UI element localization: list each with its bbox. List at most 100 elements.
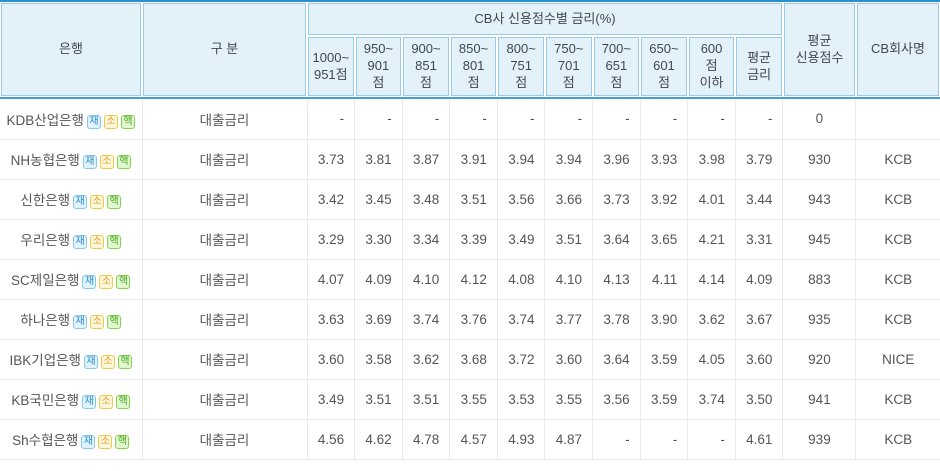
consumer-info-badge[interactable]: 소 — [90, 235, 105, 249]
key-product-badge[interactable]: 핵 — [107, 315, 122, 329]
rate-cell-3: - — [449, 99, 498, 140]
avg-credit-score-cell: 945 — [782, 218, 857, 260]
rate-cell-0: 4.07 — [306, 258, 356, 300]
category-cell: 대출금리 — [141, 218, 308, 260]
key-product-badge[interactable]: 핵 — [116, 395, 131, 409]
finance-info-badge[interactable]: 재 — [81, 435, 96, 449]
rate-cell-6: 3.56 — [592, 378, 641, 420]
rate-cell-7: 3.90 — [639, 298, 689, 340]
rate-cell-8: 3.98 — [687, 138, 736, 180]
bank-name: 우리은행 — [20, 233, 71, 248]
cb-company-cell: KCB — [855, 138, 940, 180]
consumer-info-badge[interactable]: 소 — [99, 395, 114, 409]
rate-cell-6: 3.73 — [592, 178, 641, 220]
bank-name-cell: KDB산업은행 재 소 핵 — [0, 99, 143, 140]
rate-cell-4: 3.74 — [496, 298, 546, 340]
header-separator — [0, 97, 940, 99]
finance-info-badge[interactable]: 재 — [82, 155, 97, 169]
rate-cell-6: 3.96 — [592, 138, 641, 180]
rate-cell-avg: - — [734, 99, 784, 140]
rate-cell-8: - — [687, 418, 736, 460]
bank-name: NH농협은행 — [10, 153, 80, 168]
avg-credit-score-cell: 935 — [782, 298, 857, 340]
bank-name-cell: KB국민은행 재 소 핵 — [0, 378, 143, 420]
cb-company-cell: KCB — [855, 258, 940, 300]
cb-company-cell: KCB — [855, 178, 940, 220]
rate-cell-3: 3.55 — [449, 378, 498, 420]
header-score-band-4: 800~ 751 점 — [497, 36, 545, 97]
category-cell: 대출금리 — [141, 258, 308, 300]
rate-cell-7: 3.65 — [639, 218, 689, 260]
rate-cell-0: 3.73 — [306, 138, 356, 180]
avg-credit-score-cell: 943 — [782, 178, 857, 220]
rate-cell-8: 4.01 — [687, 178, 736, 220]
rate-cell-4: 3.53 — [496, 378, 546, 420]
rate-cell-8: 4.21 — [687, 218, 736, 260]
key-product-badge[interactable]: 핵 — [120, 114, 135, 129]
category-cell: 대출금리 — [141, 338, 308, 380]
table-row: IBK기업은행 재 소 핵 대출금리 3.60 3.58 3.62 3.68 3.72… — [0, 338, 940, 380]
finance-info-badge[interactable]: 재 — [73, 315, 88, 329]
rate-cell-0: 4.56 — [306, 418, 356, 460]
bank-name: 신한은행 — [20, 193, 71, 208]
rate-cell-2: 3.74 — [401, 298, 451, 340]
finance-info-badge[interactable]: 재 — [86, 114, 101, 129]
key-product-badge[interactable]: 핵 — [107, 235, 122, 249]
consumer-info-badge[interactable]: 소 — [98, 435, 113, 449]
category-cell: 대출금리 — [141, 378, 308, 420]
rate-cell-5: 4.87 — [544, 418, 594, 460]
rate-cell-5: - — [544, 99, 594, 140]
bank-name: KDB산업은행 — [6, 112, 84, 128]
rate-cell-1: 4.62 — [354, 418, 403, 460]
consumer-info-badge[interactable]: 소 — [90, 195, 105, 209]
key-product-badge[interactable]: 핵 — [116, 275, 131, 289]
consumer-info-badge[interactable]: 소 — [100, 355, 115, 369]
key-product-badge[interactable]: 핵 — [107, 195, 122, 209]
consumer-info-badge[interactable]: 소 — [99, 155, 114, 169]
rate-cell-8: - — [687, 99, 736, 140]
table-row: 하나은행 재 소 핵 대출금리 3.63 3.69 3.74 3.76 3.74 3.… — [0, 298, 940, 340]
rate-cell-4: 3.94 — [496, 138, 546, 180]
rate-cell-5: 3.77 — [544, 298, 594, 340]
rate-cell-7: - — [639, 418, 689, 460]
finance-info-badge[interactable]: 재 — [73, 235, 88, 249]
key-product-badge[interactable]: 핵 — [115, 435, 130, 449]
key-product-badge[interactable]: 핵 — [117, 355, 132, 369]
finance-info-badge[interactable]: 재 — [82, 275, 97, 289]
header-cb-rate-group: CB사 신용점수별 금리(%) — [307, 2, 783, 36]
rate-cell-1: 3.51 — [354, 378, 403, 420]
header-score-band-0: 1000~ 951점 — [307, 36, 355, 97]
consumer-info-badge[interactable]: 소 — [90, 315, 105, 329]
header-score-band-1: 950~ 901 점 — [354, 36, 403, 97]
header-score-band-9: 평균 금리 — [735, 36, 783, 97]
header-score-band-2: 900~ 851 점 — [402, 36, 450, 97]
table-row: Sh수협은행 재 소 핵 대출금리 4.56 4.62 4.78 4.57 4.93 … — [0, 418, 940, 460]
consumer-info-badge[interactable]: 소 — [103, 114, 118, 129]
key-product-badge[interactable]: 핵 — [116, 155, 131, 169]
rate-cell-avg: 3.67 — [734, 298, 784, 340]
table-row: SC제일은행 재 소 핵 대출금리 4.07 4.09 4.10 4.12 4.08 … — [0, 258, 940, 300]
header-score-band-5: 750~ 701 점 — [544, 36, 593, 97]
table-row: NH농협은행 재 소 핵 대출금리 3.73 3.81 3.87 3.91 3.94 … — [0, 138, 940, 180]
rate-cell-1: 3.81 — [354, 138, 403, 180]
bank-name: 하나은행 — [20, 313, 71, 328]
finance-info-badge[interactable]: 재 — [83, 355, 98, 369]
bank-name: SC제일은행 — [11, 273, 80, 288]
rate-cell-0: 3.42 — [306, 178, 356, 220]
rate-cell-5: 3.66 — [544, 178, 594, 220]
finance-info-badge[interactable]: 재 — [73, 195, 88, 209]
rate-cell-7: 4.11 — [639, 258, 689, 300]
rate-cell-3: 4.57 — [449, 418, 498, 460]
finance-info-badge[interactable]: 재 — [82, 395, 97, 409]
bank-name-cell: IBK기업은행 재 소 핵 — [0, 338, 143, 380]
rate-cell-2: 3.51 — [401, 378, 451, 420]
header-score-band-8: 600 점 이하 — [687, 36, 736, 97]
consumer-info-badge[interactable]: 소 — [99, 275, 114, 289]
rate-cell-1: 3.45 — [354, 178, 403, 220]
rate-cell-3: 3.39 — [449, 218, 498, 260]
rate-cell-3: 3.51 — [449, 178, 498, 220]
rate-cell-avg: 3.60 — [734, 338, 784, 380]
header-score-band-3: 850~ 801 점 — [449, 36, 498, 97]
rate-cell-0: 3.49 — [306, 378, 356, 420]
rate-cell-2: 3.62 — [401, 338, 451, 380]
